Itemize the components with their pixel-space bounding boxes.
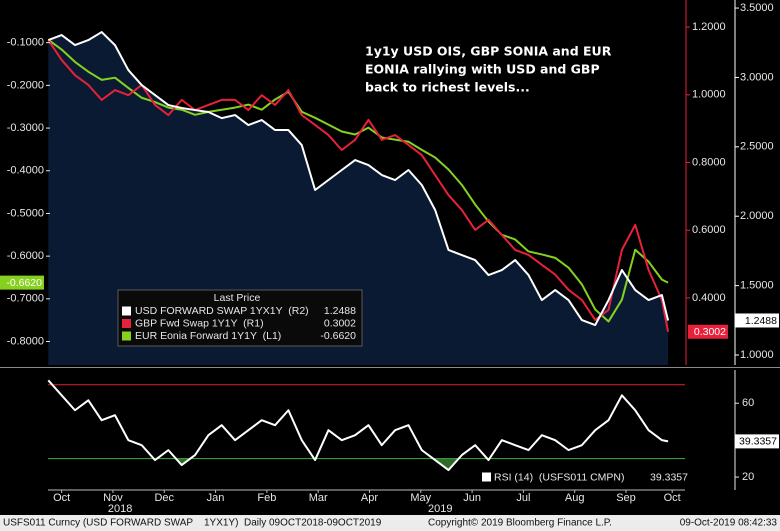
x-tick-label: May — [410, 492, 431, 504]
last-value-tag — [688, 324, 728, 339]
legend-name: USD FORWARD SWAP 1YX1Y (R2) — [135, 305, 309, 317]
y-tick-label: -0.7000 — [7, 293, 44, 305]
x-tick-label: Oct — [53, 492, 70, 504]
x-tick-label: Feb — [257, 492, 276, 504]
legend-value: 39.3357 — [650, 471, 688, 483]
last-value-tag — [735, 313, 779, 328]
y-tick-label: 2.5000 — [740, 141, 774, 153]
y-tick-label: -0.2000 — [7, 79, 44, 91]
y-tick-label: 60 — [742, 397, 754, 409]
legend-name: RSI (14) (USFS011 CMPN) — [494, 471, 625, 483]
legend-value: 1.2488 — [324, 305, 356, 317]
legend-box — [117, 289, 363, 347]
x-tick-label: Jan — [207, 492, 225, 504]
x-tick-label: Apr — [361, 492, 378, 504]
footer-right: 09-Oct-2019 08:42:33 — [680, 518, 778, 529]
y-tick-label: 0.6000 — [692, 224, 726, 236]
footer-bar — [0, 515, 780, 531]
y-tick-label: 20 — [742, 471, 754, 483]
year-label: 2018 — [108, 503, 132, 515]
y-tick-label: -0.6000 — [7, 250, 44, 262]
y-tick-label: -0.8000 — [7, 335, 44, 347]
y-tick-label: 3.5000 — [740, 2, 774, 14]
last-value-tag — [0, 275, 44, 290]
annotation: back to richest levels... — [365, 80, 530, 95]
x-tick-label: Nov — [103, 492, 123, 504]
legend-swatch — [122, 306, 131, 316]
x-tick-label: Mar — [309, 492, 328, 504]
x-tick-label: Oct — [664, 492, 681, 504]
legend-title: Last Price — [214, 292, 261, 304]
last-value-tag — [735, 434, 779, 449]
annotation: EONIA rallying with USD and GBP — [365, 62, 600, 77]
x-tick-label: Dec — [154, 492, 174, 504]
y-tick-label: 0.4000 — [692, 292, 726, 304]
y-tick-label: 1.5000 — [740, 280, 774, 292]
y-tick-label: 3.0000 — [740, 71, 774, 83]
y-tick-label: 1.2000 — [692, 21, 726, 33]
y-tick-label: -0.4000 — [7, 165, 44, 177]
series-line — [47, 39, 670, 332]
legend-value: 0.3002 — [324, 317, 356, 329]
legend-name: GBP Fwd Swap 1Y1Y (R1) — [135, 317, 264, 329]
y-tick-label: 0.8000 — [692, 156, 726, 168]
last-value-tag-label: 39.3357 — [739, 436, 777, 448]
x-tick-label: Sep — [616, 492, 636, 504]
footer-left: USFS011 Curncy (USD FORWARD SWAP 1YX1Y) … — [3, 518, 382, 529]
legend-value: -0.6620 — [320, 330, 356, 342]
legend-swatch — [482, 472, 491, 482]
legend-name: EUR Eonia Forward 1Y1Y (L1) — [135, 330, 281, 342]
legend-box — [478, 469, 690, 485]
x-tick-label: Jul — [516, 492, 530, 504]
last-value-tag-label: 1.2488 — [745, 315, 777, 327]
y-tick-label: 1.0000 — [692, 89, 726, 101]
footer-center: Copyright© 2019 Bloomberg Finance L.P. — [428, 518, 612, 529]
y-tick-label: -0.1000 — [7, 37, 44, 49]
area-fill — [48, 32, 669, 366]
series-line — [47, 379, 669, 472]
legend-swatch — [122, 319, 131, 328]
last-value-tag-label: 0.3002 — [694, 326, 726, 338]
y-tick-label: -0.5000 — [7, 207, 44, 219]
annotation: 1y1y USD OIS, GBP SONIA and EUR — [365, 44, 612, 59]
year-label: 2019 — [428, 503, 452, 515]
legend-swatch — [122, 331, 131, 341]
y-tick-label: 2.0000 — [740, 210, 774, 222]
last-value-tag-label: -0.6620 — [6, 277, 42, 289]
x-tick-label: Jun — [463, 492, 481, 504]
series-line — [47, 31, 670, 327]
x-tick-label: Aug — [565, 492, 585, 504]
y-tick-label: 1.0000 — [740, 349, 774, 361]
y-tick-label: -0.3000 — [7, 122, 44, 134]
